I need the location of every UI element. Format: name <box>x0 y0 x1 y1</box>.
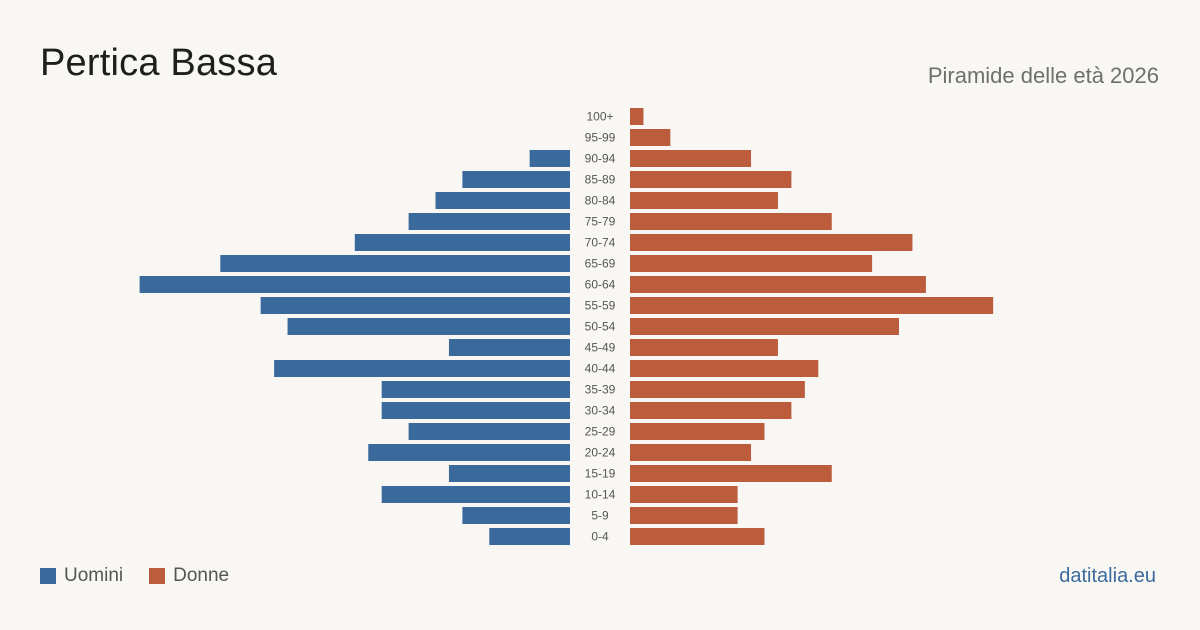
bar-men-90-94 <box>529 150 570 167</box>
bar-women-20-24 <box>630 444 752 461</box>
site-link[interactable]: datitalia.eu <box>1059 565 1156 587</box>
page-title: Pertica Bassa <box>40 42 278 84</box>
age-label-55-59: 55-59 <box>585 299 616 313</box>
age-label-15-19: 15-19 <box>585 467 616 481</box>
bar-women-50-54 <box>630 318 899 335</box>
age-label-25-29: 25-29 <box>585 425 616 439</box>
bar-men-55-59 <box>260 297 570 314</box>
bar-women-70-74 <box>630 234 913 251</box>
age-label-30-34: 30-34 <box>585 404 616 418</box>
chart-legend: Uomini Donne <box>40 565 255 587</box>
age-label-65-69: 65-69 <box>585 257 616 271</box>
bar-men-30-34 <box>381 402 570 419</box>
age-label-35-39: 35-39 <box>585 383 616 397</box>
age-label-60-64: 60-64 <box>585 278 616 292</box>
age-label-80-84: 80-84 <box>585 194 616 208</box>
age-label-10-14: 10-14 <box>585 488 616 502</box>
bar-women-65-69 <box>630 255 873 272</box>
legend-item-men: Uomini <box>40 565 123 587</box>
age-label-50-54: 50-54 <box>585 320 616 334</box>
bar-men-75-79 <box>408 213 570 230</box>
bar-men-0-4 <box>489 528 570 545</box>
legend-label-men: Uomini <box>64 565 124 586</box>
bar-men-20-24 <box>368 444 570 461</box>
age-label-85-89: 85-89 <box>585 173 616 187</box>
age-label-75-79: 75-79 <box>585 215 616 229</box>
bar-women-60-64 <box>630 276 926 293</box>
legend-swatch-women <box>149 568 166 584</box>
bar-men-10-14 <box>381 486 570 503</box>
legend-item-women: Donne <box>149 565 229 587</box>
bar-women-90-94 <box>630 150 752 167</box>
age-label-20-24: 20-24 <box>585 446 616 460</box>
bar-women-55-59 <box>630 297 994 314</box>
bar-men-85-89 <box>462 171 570 188</box>
bar-women-80-84 <box>630 192 778 209</box>
bar-men-70-74 <box>354 234 570 251</box>
chart-subtitle: Piramide delle età 2026 <box>927 63 1159 88</box>
legend-swatch-men <box>40 568 56 584</box>
bar-women-45-49 <box>630 339 778 356</box>
bar-men-40-44 <box>274 360 570 377</box>
age-label-0-4: 0-4 <box>591 530 609 544</box>
bar-women-35-39 <box>630 381 805 398</box>
bar-women-30-34 <box>630 402 792 419</box>
age-label-40-44: 40-44 <box>585 362 616 376</box>
age-label-5-9: 5-9 <box>591 509 609 523</box>
bar-women-85-89 <box>630 171 792 188</box>
bar-women-15-19 <box>630 465 832 482</box>
age-label-70-74: 70-74 <box>585 236 616 250</box>
bar-men-25-29 <box>408 423 570 440</box>
bar-women-100plus <box>630 108 644 125</box>
bar-women-25-29 <box>630 423 765 440</box>
bar-men-45-49 <box>448 339 570 356</box>
bar-women-10-14 <box>630 486 738 503</box>
bar-men-65-69 <box>220 255 571 272</box>
age-label-90-94: 90-94 <box>585 152 616 166</box>
bar-men-15-19 <box>448 465 570 482</box>
age-label-45-49: 45-49 <box>585 341 616 355</box>
legend-label-women: Donne <box>173 565 230 586</box>
age-label-95-99: 95-99 <box>585 131 616 145</box>
bar-men-50-54 <box>287 318 570 335</box>
bar-women-75-79 <box>630 213 832 230</box>
bar-women-0-4 <box>630 528 765 545</box>
bar-men-80-84 <box>435 192 570 209</box>
bar-women-95-99 <box>630 129 671 146</box>
age-label-100plus: 100+ <box>586 110 613 124</box>
bar-men-60-64 <box>139 276 570 293</box>
bar-women-40-44 <box>630 360 819 377</box>
bar-men-5-9 <box>462 507 570 524</box>
bar-men-35-39 <box>381 381 570 398</box>
bar-women-5-9 <box>630 507 738 524</box>
